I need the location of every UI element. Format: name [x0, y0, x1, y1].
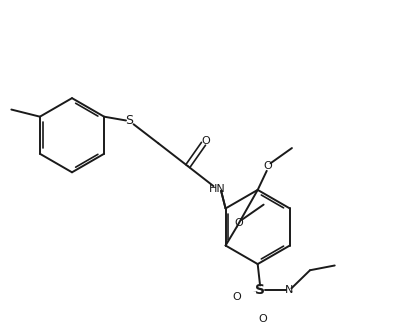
Text: HN: HN	[209, 184, 226, 194]
Text: S: S	[255, 283, 265, 297]
Text: O: O	[258, 314, 267, 324]
Text: O: O	[202, 136, 210, 146]
Text: N: N	[284, 285, 293, 295]
Text: O: O	[264, 161, 272, 171]
Text: O: O	[234, 218, 243, 228]
Text: S: S	[125, 114, 133, 127]
Text: O: O	[232, 292, 241, 302]
